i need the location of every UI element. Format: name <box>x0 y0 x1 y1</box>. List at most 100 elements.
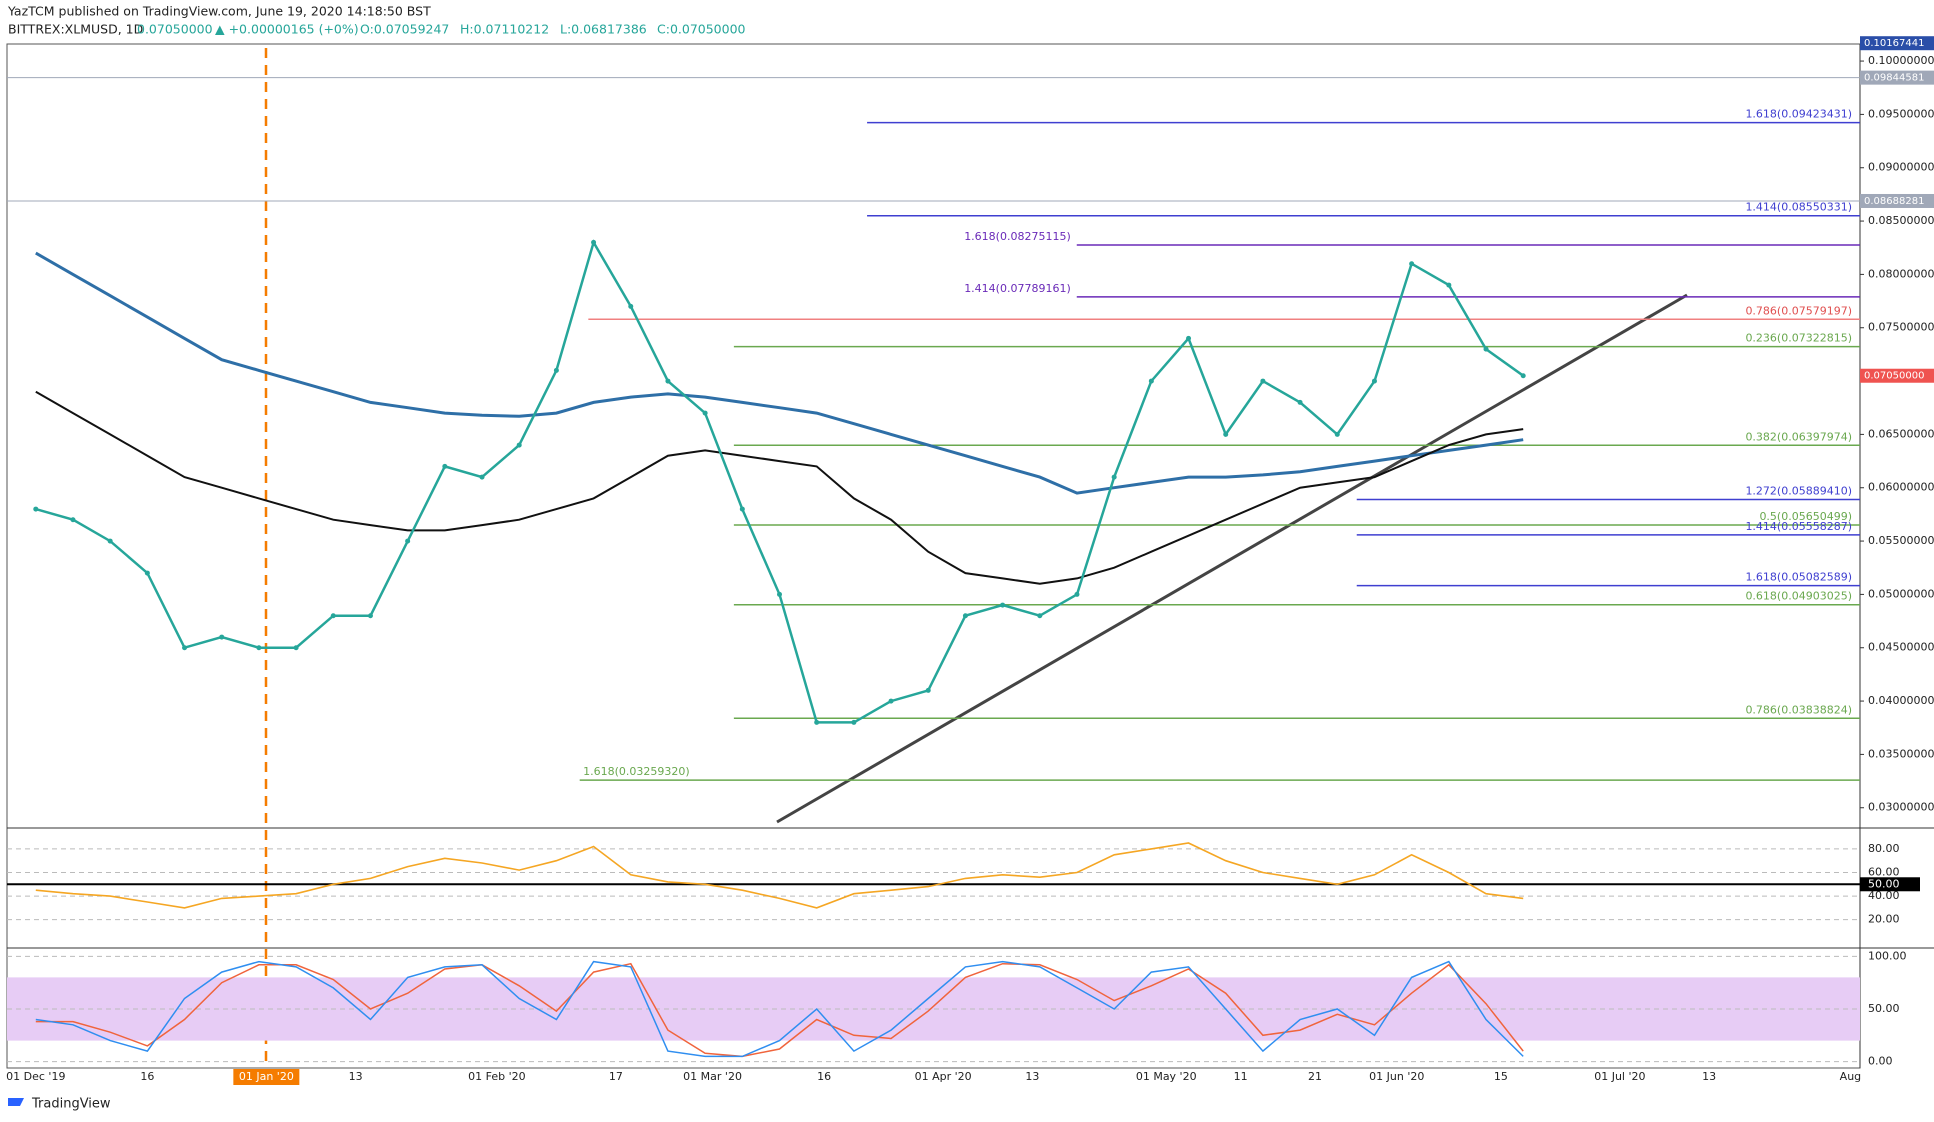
y-tick-label: 0.04000000 <box>1868 694 1934 707</box>
fib-label: 1.618(0.03259320) <box>583 765 690 778</box>
close-point <box>442 463 448 469</box>
date-highlight <box>233 1069 300 1085</box>
y-tick-label: 0.03500000 <box>1868 747 1934 760</box>
x-tick-label: 15 <box>1494 1070 1508 1083</box>
x-tick-label: 13 <box>1025 1070 1039 1083</box>
price-tag <box>1860 368 1934 383</box>
price-tag <box>1860 70 1934 85</box>
close-point <box>70 517 76 523</box>
x-tick-label: 01 Mar '20 <box>683 1070 742 1083</box>
x-tick-label: 11 <box>1234 1070 1248 1083</box>
fib-label: 0.786(0.03838824) <box>1745 703 1852 716</box>
close-point <box>1037 613 1043 619</box>
y-tick-label: 40.00 <box>1868 889 1900 902</box>
close-point <box>814 719 820 725</box>
low: L:0.06817386 <box>560 22 647 37</box>
close-point <box>330 613 336 619</box>
level-tag <box>1860 877 1920 892</box>
x-tick-label: 16 <box>140 1070 154 1083</box>
price-tag-label: 0.08688281 <box>1864 196 1924 207</box>
y-tick-label: 0.04500000 <box>1868 641 1934 654</box>
y-tick-label: 80.00 <box>1868 842 1900 855</box>
trendline <box>776 293 1688 824</box>
close-point <box>256 645 262 651</box>
close-point <box>1334 431 1340 437</box>
y-tick-label: 0.08500000 <box>1868 214 1934 227</box>
close-point <box>1297 399 1303 405</box>
series-line <box>35 390 1524 585</box>
open: O:0.07059247 <box>360 22 449 37</box>
y-tick-label: 0.07500000 <box>1868 321 1934 334</box>
x-tick-label: 01 Feb '20 <box>468 1070 526 1083</box>
publisher: YazTCM published on TradingView.com, Jun… <box>7 4 431 19</box>
close-point <box>1223 431 1229 437</box>
symbol: BITTREX:XLMUSD, 1D <box>8 22 143 37</box>
close-point <box>516 442 522 448</box>
x-tick-label: 01 Jun '20 <box>1369 1070 1424 1083</box>
price-tag <box>1860 193 1934 208</box>
fib-label: 0.236(0.07322815) <box>1745 332 1852 345</box>
close-point <box>1074 591 1080 597</box>
close-point <box>739 506 745 512</box>
series-line <box>35 251 1524 495</box>
close-point <box>144 570 150 576</box>
close-point <box>888 698 894 704</box>
y-tick-label: 0.09500000 <box>1868 107 1934 120</box>
y-tick-label: 0.06000000 <box>1868 481 1934 494</box>
brand: TradingView <box>31 1097 111 1112</box>
fib-label: 1.272(0.05889410) <box>1745 485 1852 498</box>
close-point <box>777 591 782 597</box>
y-tick-label: 0.08000000 <box>1868 267 1934 280</box>
close-point <box>33 506 39 512</box>
y-tick-label: 0.05500000 <box>1868 534 1934 547</box>
high: H:0.07110212 <box>460 22 549 37</box>
close-point <box>1148 378 1154 384</box>
price-tag <box>1860 36 1934 51</box>
close-point <box>1520 373 1526 379</box>
y-tick-label: 0.06500000 <box>1868 427 1934 440</box>
logo <box>8 1098 24 1106</box>
close-point <box>479 474 485 480</box>
close-point <box>962 613 968 619</box>
fib-label: 0.382(0.06397974) <box>1745 430 1852 443</box>
x-tick-label: 01 Jul '20 <box>1594 1070 1645 1083</box>
y-tick-label: 0.09000000 <box>1868 161 1934 174</box>
price-tag-label: 0.07050000 <box>1864 371 1924 382</box>
fib-label: 1.618(0.09423431) <box>1745 108 1852 121</box>
fib-label: 0.786(0.07579197) <box>1745 304 1852 317</box>
close-point <box>1111 474 1117 480</box>
y-tick-label: 20.00 <box>1868 913 1900 926</box>
y-tick-label: 0.03000000 <box>1868 801 1934 814</box>
x-tick-label: 01 Apr '20 <box>915 1070 972 1083</box>
fib-label: 0.5(0.05650499) <box>1759 510 1852 523</box>
fib-label: 1.618(0.08275115) <box>964 230 1071 243</box>
change: ▲ +0.00000165 (+0%) <box>215 22 359 37</box>
close-point <box>1260 378 1266 384</box>
x-tick-label: 01 May '20 <box>1136 1070 1197 1083</box>
y-tick-label: 50.00 <box>1868 877 1900 890</box>
close-point <box>1409 261 1415 267</box>
close-point <box>293 645 299 651</box>
price-tag-label: 0.09844581 <box>1864 73 1924 84</box>
close-point <box>925 687 931 693</box>
x-tick-label: Aug <box>1840 1070 1861 1083</box>
y-tick-label: 60.00 <box>1868 865 1900 878</box>
x-tick-label: 17 <box>609 1070 623 1083</box>
symbol-line: BITTREX:XLMUSD, 1D 0.07050000 ▲ +0.00000… <box>8 22 746 37</box>
fib-label: 1.414(0.05558287) <box>1745 520 1852 533</box>
close-point <box>628 303 634 309</box>
close-point <box>553 367 559 373</box>
close-point <box>1186 335 1192 341</box>
close-point <box>591 239 597 245</box>
x-tick-label: 01 Dec '19 <box>6 1070 65 1083</box>
close-point <box>1483 346 1489 352</box>
close-point <box>219 634 225 640</box>
close-point <box>182 645 188 651</box>
series-line <box>35 960 1524 1058</box>
series-line <box>35 842 1524 909</box>
x-tick-label: 13 <box>1702 1070 1716 1083</box>
fib-label: 1.618(0.05082589) <box>1745 571 1852 584</box>
fib-label: 1.414(0.07789161) <box>964 282 1071 295</box>
